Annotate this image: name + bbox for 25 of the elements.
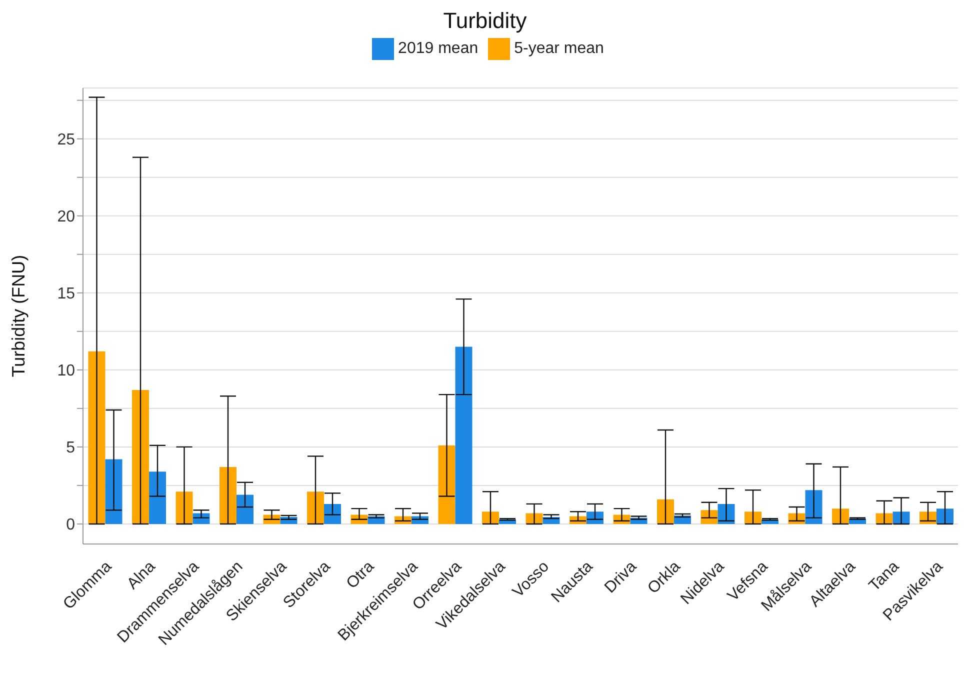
y-axis-title: Turbidity (FNU) bbox=[8, 254, 28, 378]
bar bbox=[324, 504, 341, 524]
bar bbox=[105, 459, 122, 524]
bar bbox=[438, 445, 456, 524]
bar bbox=[832, 508, 849, 524]
y-tick-label: 25 bbox=[57, 132, 76, 149]
legend-label: 5-year mean bbox=[514, 40, 604, 58]
bar bbox=[88, 351, 106, 524]
bar bbox=[657, 499, 674, 524]
chart-title: Turbidity bbox=[442, 8, 528, 35]
y-tick-label: 10 bbox=[57, 362, 76, 380]
bar bbox=[744, 512, 762, 524]
bar bbox=[455, 346, 472, 524]
bar bbox=[149, 472, 166, 524]
bar bbox=[220, 466, 236, 524]
bar bbox=[236, 494, 254, 524]
y-tick-label: 15 bbox=[57, 286, 76, 303]
bar bbox=[482, 512, 499, 524]
y-tick-label: 20 bbox=[57, 208, 76, 226]
bar bbox=[307, 492, 324, 524]
y-tick-label: 5 bbox=[66, 440, 76, 457]
bar bbox=[132, 390, 149, 524]
y-tick-label: 0 bbox=[66, 516, 76, 534]
legend-label: 2019 mean bbox=[398, 40, 478, 58]
bar bbox=[936, 508, 954, 524]
